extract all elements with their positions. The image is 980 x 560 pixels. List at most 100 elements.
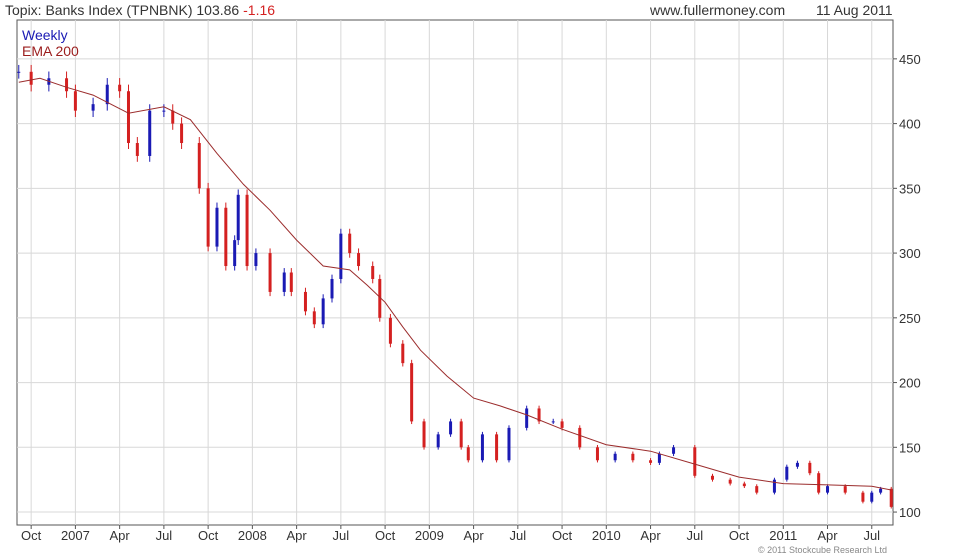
weekly-candle [785, 466, 789, 480]
weekly-candle [236, 194, 240, 241]
x-tick-label: Apr [817, 528, 838, 543]
x-tick-label: Oct [21, 528, 42, 543]
weekly-candle [330, 278, 334, 299]
x-tick-label: Oct [729, 528, 750, 543]
weekly-candle [436, 434, 440, 448]
y-tick-label: 150 [899, 440, 921, 455]
weekly-candle [755, 486, 759, 493]
weekly-candle [525, 408, 529, 428]
weekly-candle [135, 143, 139, 156]
weekly-candle [73, 91, 77, 111]
weekly-candle [171, 110, 175, 124]
x-axis-ticks: Oct 2007 Apr Jul Oct 2008 Apr Jul Oct 2009 Apr Jul O… [21, 525, 880, 543]
x-tick-label: Jul [156, 528, 173, 543]
chart-title: Topix: Banks Index (TPNBNK) 103.86 -1.16 [5, 2, 276, 18]
weekly-candle [162, 110, 166, 112]
ema-200-line [18, 77, 892, 491]
weekly-candle [378, 278, 382, 318]
weekly-candles [17, 64, 893, 509]
weekly-candle [348, 233, 352, 254]
weekly-candle [551, 421, 555, 423]
x-tick-label: Oct [552, 528, 573, 543]
y-tick-label: 400 [899, 117, 921, 132]
weekly-candle [613, 453, 617, 461]
weekly-candle [118, 84, 122, 92]
weekly-candle [126, 91, 130, 144]
weekly-candle [206, 188, 210, 247]
weekly-candle [339, 233, 343, 279]
weekly-candle [466, 447, 470, 461]
weekly-candle [649, 460, 653, 463]
x-tick-label: 2011 [769, 528, 797, 543]
y-tick-label: 250 [899, 311, 921, 326]
weekly-candle [870, 492, 874, 502]
weekly-candle [560, 421, 564, 428]
weekly-candle [710, 475, 714, 480]
y-tick-label: 350 [899, 181, 921, 196]
y-tick-label: 200 [899, 376, 921, 391]
weekly-candle [772, 479, 776, 493]
weekly-candle [537, 408, 541, 422]
weekly-candle [233, 240, 237, 267]
x-tick-label: Jul [333, 528, 350, 543]
weekly-candle [371, 266, 375, 279]
x-tick-label: 2007 [61, 528, 90, 543]
weekly-candle [889, 488, 893, 507]
weekly-candle [321, 298, 325, 325]
weekly-candle [826, 486, 830, 493]
weekly-candle [254, 253, 258, 267]
weekly-candle [693, 447, 697, 476]
copyright-notice: © 2011 Stockcube Research Ltd [758, 545, 888, 555]
grid-lines [17, 20, 893, 525]
y-tick-label: 100 [899, 505, 921, 520]
weekly-candle [303, 291, 307, 312]
weekly-candle [657, 453, 661, 463]
chart-header: Topix: Banks Index (TPNBNK) 103.86 -1.16… [0, 0, 900, 20]
y-tick-label: 450 [899, 52, 921, 67]
weekly-candle [224, 207, 228, 267]
weekly-candle [672, 447, 676, 454]
weekly-candle [742, 483, 746, 487]
weekly-candle [388, 317, 392, 344]
weekly-candle [449, 421, 453, 435]
weekly-candle [422, 421, 426, 448]
weekly-candle [197, 143, 201, 189]
y-tick-label: 300 [899, 246, 921, 261]
weekly-candle [507, 427, 511, 461]
x-tick-label: Jul [863, 528, 880, 543]
x-tick-label: Apr [110, 528, 131, 543]
weekly-candle [268, 253, 272, 292]
weekly-candle [879, 488, 883, 493]
price-change: -1.16 [243, 2, 276, 18]
weekly-candle [29, 71, 33, 85]
weekly-candle [480, 434, 484, 461]
weekly-candle [459, 421, 463, 448]
weekly-candle [65, 78, 69, 92]
weekly-candle [245, 194, 249, 267]
weekly-candle [495, 434, 499, 461]
x-tick-label: 2008 [238, 528, 267, 543]
weekly-candle [817, 473, 821, 493]
weekly-candle [595, 447, 599, 461]
weekly-candle [401, 343, 405, 364]
weekly-candle [728, 479, 732, 484]
x-tick-label: Jul [510, 528, 527, 543]
weekly-candle [795, 462, 799, 467]
x-tick-label: Oct [198, 528, 219, 543]
x-tick-label: 2009 [415, 528, 444, 543]
x-tick-label: 2010 [592, 528, 621, 543]
x-tick-label: Oct [375, 528, 396, 543]
legend-weekly: Weekly [22, 27, 68, 43]
y-axis-ticks: 100 150 200 250 300 350 400 450 [893, 52, 921, 520]
weekly-candle [105, 84, 109, 105]
source-site: www.fullermoney.com [650, 2, 786, 18]
chart-date: 11 Aug 2011 [816, 2, 893, 18]
weekly-candle [861, 492, 865, 502]
legend-ema: EMA 200 [22, 43, 79, 59]
weekly-candle [312, 311, 316, 325]
weekly-candle [843, 486, 847, 493]
weekly-candle [148, 110, 152, 156]
weekly-candle [282, 272, 286, 292]
weekly-candle [808, 462, 812, 474]
